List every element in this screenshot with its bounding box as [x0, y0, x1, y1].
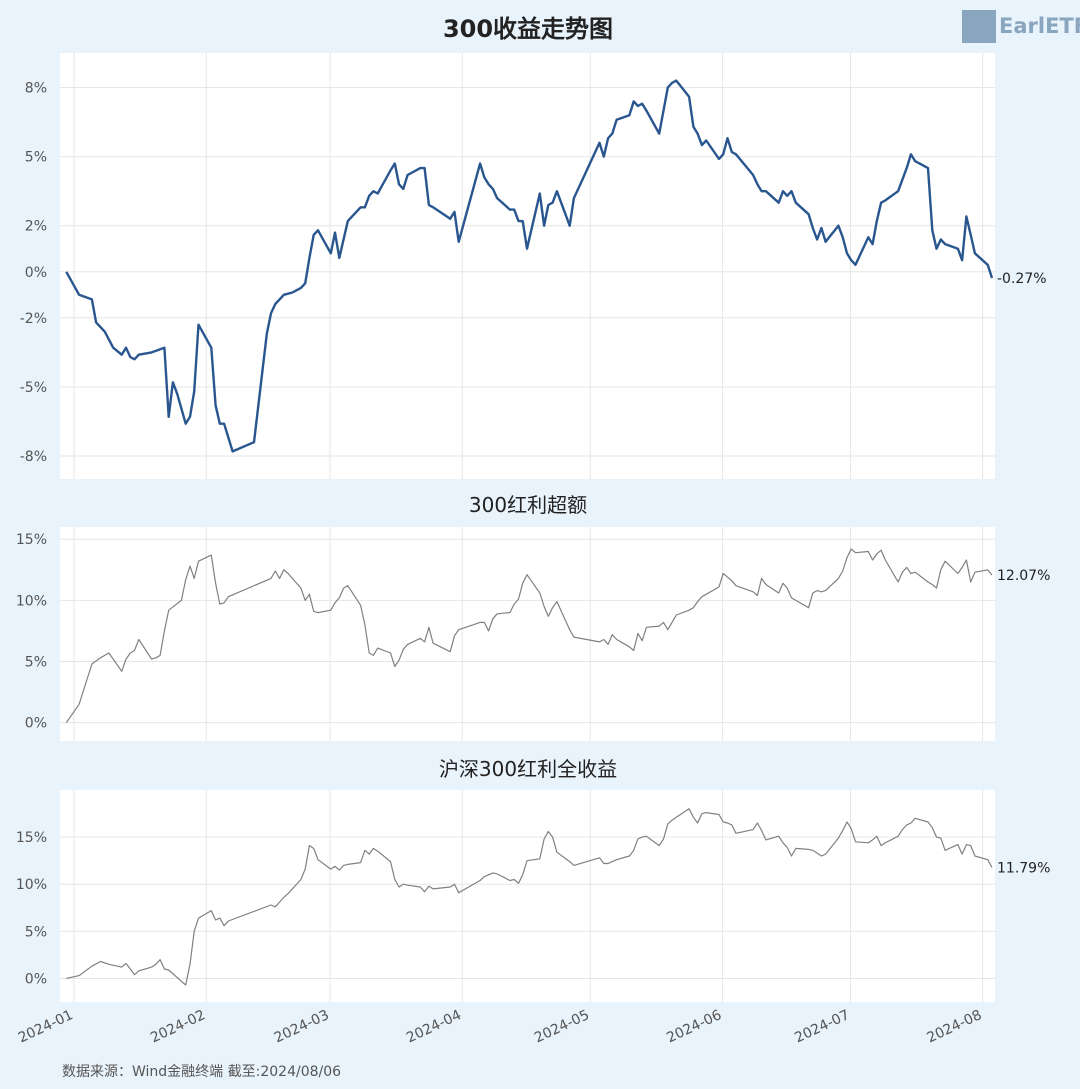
logo-text: EarlETF	[999, 14, 1080, 38]
ytick-label-3-1: 0%	[25, 971, 47, 987]
xtick-label-7: 2024-07	[792, 1007, 852, 1046]
data-source-note: 数据来源：Wind金融终端 截至:2024/08/06	[62, 1064, 341, 1080]
ytick-label-1-7: 8%	[25, 81, 47, 97]
series-line-3	[66, 808, 993, 986]
end-value-label-2: 12.07%	[997, 568, 1050, 584]
panel-2-plot-area	[60, 527, 995, 741]
ytick-label-2-1: 0%	[25, 716, 47, 732]
chart-title-1: 300收益走势图	[443, 15, 613, 43]
series-line-2	[65, 548, 993, 724]
panel-3-plot-area	[60, 790, 995, 1002]
xtick-label-8: 2024-08	[925, 1007, 985, 1046]
chart-title-3: 沪深300红利全收益	[439, 757, 617, 781]
logo-icon	[962, 10, 996, 43]
xtick-label-6: 2024-06	[664, 1007, 724, 1046]
ytick-label-2-3: 10%	[16, 593, 47, 609]
panel-1-plot-area	[60, 53, 995, 479]
end-value-label-3: 11.79%	[997, 860, 1050, 876]
ytick-label-1-2: -5%	[20, 380, 47, 396]
chart-title-2: 300红利超额	[469, 493, 587, 517]
ytick-label-2-4: 15%	[16, 532, 47, 548]
logo: EarlETF	[962, 10, 1080, 43]
ytick-label-1-6: 5%	[25, 150, 47, 166]
series-layer	[65, 79, 994, 986]
ytick-label-1-5: 2%	[25, 219, 47, 235]
ytick-label-1-3: -2%	[20, 311, 47, 327]
ytick-label-1-1: -8%	[20, 449, 47, 465]
end-value-label-1: -0.27%	[997, 271, 1047, 287]
xtick-label-1: 2024-01	[16, 1007, 76, 1046]
xtick-label-4: 2024-04	[404, 1007, 464, 1046]
ytick-label-3-4: 15%	[16, 830, 47, 846]
ytick-label-3-3: 10%	[16, 877, 47, 893]
series-line-1	[65, 79, 994, 453]
ytick-label-2-2: 5%	[25, 655, 47, 671]
ytick-label-3-2: 5%	[25, 924, 47, 940]
xtick-label-5: 2024-05	[532, 1007, 592, 1046]
ytick-label-1-4: 0%	[25, 265, 47, 281]
xtick-label-2: 2024-02	[148, 1007, 208, 1046]
xtick-label-3: 2024-03	[272, 1007, 332, 1046]
